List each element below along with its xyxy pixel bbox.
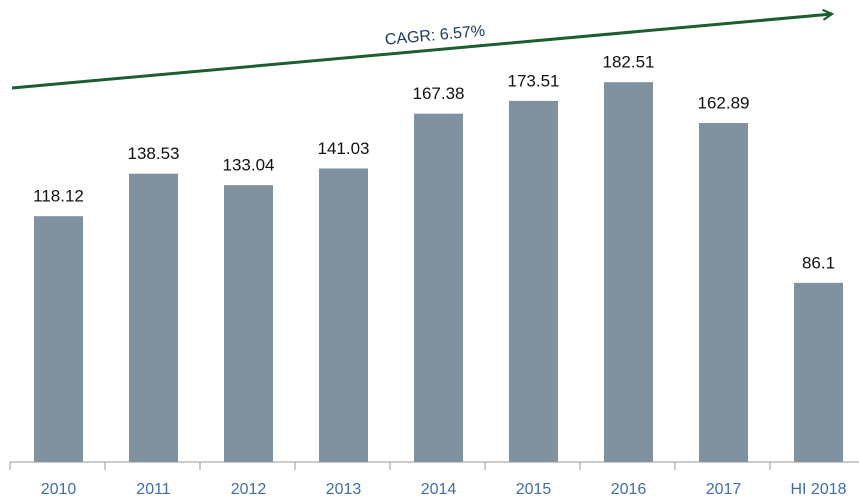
x-tick-label: 2012 [231, 481, 267, 498]
value-label: 138.53 [128, 144, 180, 163]
bar [604, 82, 653, 463]
value-label: 182.51 [603, 53, 655, 72]
bar [414, 113, 463, 463]
x-tick-label: 2013 [326, 481, 362, 498]
x-tick-label: 2014 [421, 481, 457, 498]
bar [129, 173, 178, 463]
value-label: 133.04 [223, 156, 275, 175]
cagr-annotation: CAGR: 6.57% [384, 23, 486, 49]
bar [319, 168, 368, 463]
x-tick-label: 2016 [611, 481, 647, 498]
value-label: 86.1 [802, 253, 835, 272]
bar [509, 100, 558, 462]
trend-arrow [11, 14, 832, 90]
value-label: 173.51 [508, 71, 560, 90]
x-tick-label: 2015 [516, 481, 552, 498]
bar [699, 123, 748, 463]
x-tick-label: 2010 [41, 481, 77, 498]
bar [224, 185, 273, 462]
x-tick-label: HI 2018 [790, 481, 846, 498]
value-label: 167.38 [413, 84, 465, 103]
value-label: 162.89 [698, 93, 750, 112]
bar [34, 216, 83, 462]
x-tick-label: 2011 [136, 481, 171, 498]
x-tick-label: 2017 [706, 481, 742, 498]
value-label: 141.03 [318, 139, 370, 158]
bar [794, 282, 843, 462]
value-label: 118.12 [33, 187, 84, 206]
